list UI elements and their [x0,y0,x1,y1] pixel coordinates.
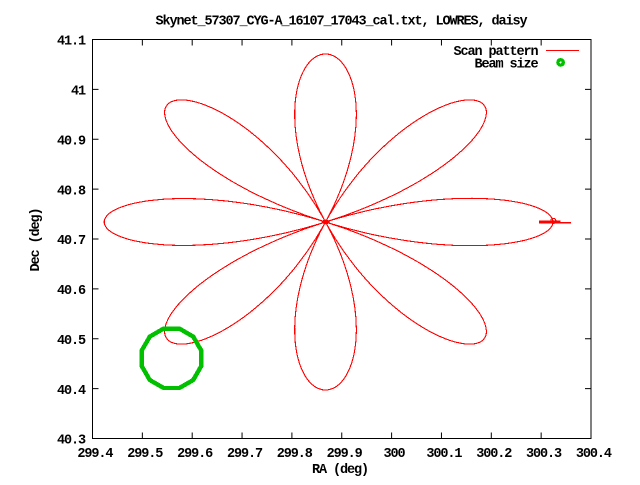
svg-text:299.8: 299.8 [277,447,313,462]
svg-text:300.2: 300.2 [476,447,512,462]
svg-text:40.7: 40.7 [57,234,86,249]
svg-text:RA (deg): RA (deg) [312,463,368,478]
svg-text:40.5: 40.5 [57,334,86,349]
svg-text:40.6: 40.6 [57,284,86,299]
svg-text:299.6: 299.6 [177,447,213,462]
svg-text:Dec (deg): Dec (deg) [29,208,44,271]
svg-text:300.1: 300.1 [426,447,462,462]
svg-text:299.7: 299.7 [227,447,263,462]
svg-text:300.4: 300.4 [576,447,612,462]
svg-text:Skynet_57307_CYG-A_16107_17043: Skynet_57307_CYG-A_16107_17043_cal.txt, … [155,15,527,30]
svg-text:40.4: 40.4 [57,384,86,399]
svg-text:299.9: 299.9 [327,447,363,462]
svg-text:300.3: 300.3 [526,447,562,462]
svg-text:299.5: 299.5 [127,447,163,462]
svg-text:40.3: 40.3 [57,434,86,449]
svg-text:41.1: 41.1 [57,35,86,50]
svg-text:40.8: 40.8 [57,184,86,199]
svg-text:300: 300 [383,447,405,462]
svg-text:299.4: 299.4 [77,447,113,462]
svg-text:41: 41 [71,85,86,100]
svg-text:Scan pattern: Scan pattern [453,45,538,60]
svg-text:40.9: 40.9 [57,134,86,149]
svg-text:Beam size: Beam size [474,57,538,72]
